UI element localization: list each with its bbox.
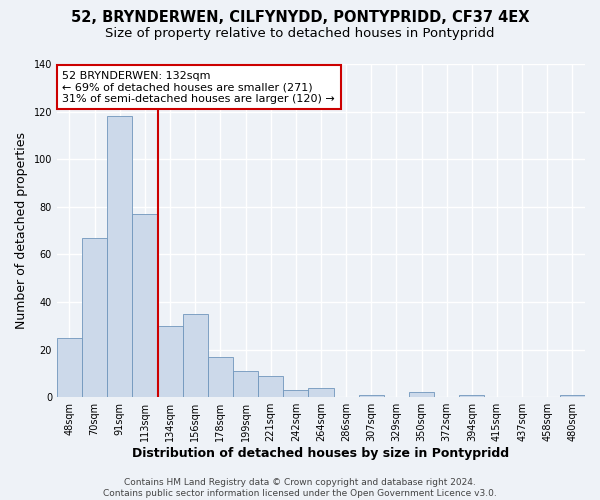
Bar	[158, 326, 182, 397]
Bar	[459, 395, 484, 397]
Bar	[359, 395, 384, 397]
Text: 52, BRYNDERWEN, CILFYNYDD, PONTYPRIDD, CF37 4EX: 52, BRYNDERWEN, CILFYNYDD, PONTYPRIDD, C…	[71, 10, 529, 25]
Bar	[308, 388, 334, 397]
Bar	[233, 371, 258, 397]
Bar	[82, 238, 107, 397]
Bar	[182, 314, 208, 397]
Bar	[133, 214, 158, 397]
Text: Contains HM Land Registry data © Crown copyright and database right 2024.
Contai: Contains HM Land Registry data © Crown c…	[103, 478, 497, 498]
Bar	[258, 376, 283, 397]
X-axis label: Distribution of detached houses by size in Pontypridd: Distribution of detached houses by size …	[133, 447, 509, 460]
Bar	[107, 116, 133, 397]
Bar	[283, 390, 308, 397]
Text: 52 BRYNDERWEN: 132sqm
← 69% of detached houses are smaller (271)
31% of semi-det: 52 BRYNDERWEN: 132sqm ← 69% of detached …	[62, 70, 335, 104]
Bar	[57, 338, 82, 397]
Bar	[560, 395, 585, 397]
Bar	[409, 392, 434, 397]
Y-axis label: Number of detached properties: Number of detached properties	[15, 132, 28, 329]
Bar	[208, 356, 233, 397]
Text: Size of property relative to detached houses in Pontypridd: Size of property relative to detached ho…	[105, 28, 495, 40]
